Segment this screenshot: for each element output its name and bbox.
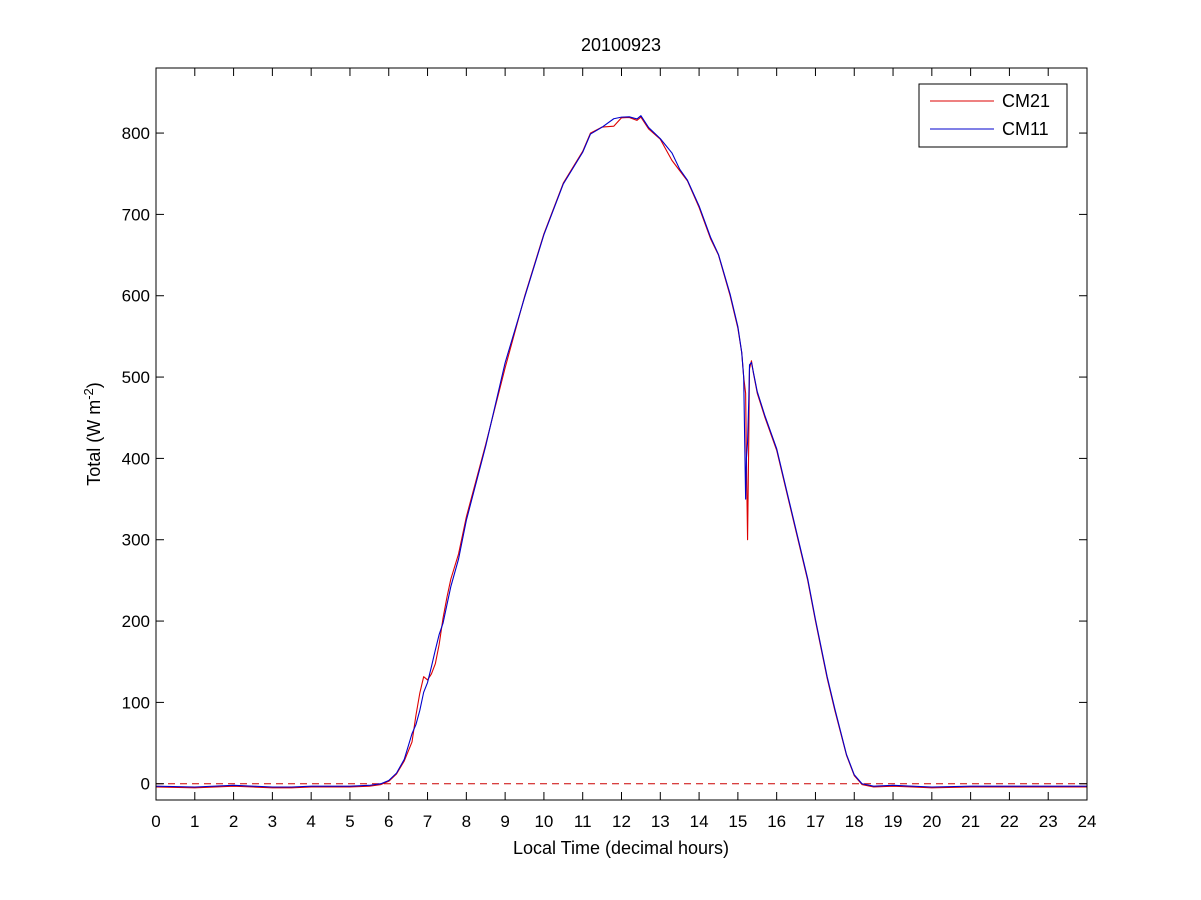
y-axis-label-main: Total (W m [84, 400, 104, 486]
legend-label-cm21: CM21 [1002, 91, 1050, 111]
x-tick-label-6: 6 [384, 812, 393, 831]
x-tick-label-8: 8 [462, 812, 471, 831]
chart-title: 20100923 [581, 35, 661, 55]
x-tick-label-3: 3 [268, 812, 277, 831]
x-tick-label-18: 18 [845, 812, 864, 831]
x-tick-label-11: 11 [574, 812, 592, 831]
y-axis-label: Total (W m-2) [81, 382, 104, 486]
x-axis-label: Local Time (decimal hours) [513, 838, 729, 858]
y-axis-label-superscript: -2 [81, 388, 96, 400]
y-tick-label-500: 500 [122, 368, 150, 387]
x-tick-label-2: 2 [229, 812, 238, 831]
legend-label-cm11: CM11 [1002, 119, 1049, 139]
x-tick-label-9: 9 [500, 812, 509, 831]
x-tick-label-12: 12 [612, 812, 631, 831]
x-tick-label-16: 16 [767, 812, 786, 831]
x-tick-label-5: 5 [345, 812, 354, 831]
plot-area [156, 68, 1087, 800]
x-tick-label-13: 13 [651, 812, 670, 831]
y-axis-ticks: 0 100 200 300 400 500 600 700 800 [122, 124, 1087, 794]
series-line-cm11 [155, 115, 1087, 788]
series-layer [155, 115, 1087, 789]
y-tick-label-800: 800 [122, 124, 150, 143]
y-tick-label-0: 0 [141, 775, 150, 794]
y-tick-label-400: 400 [122, 449, 150, 468]
x-tick-label-23: 23 [1039, 812, 1058, 831]
y-tick-label-300: 300 [122, 531, 150, 550]
legend-box [918, 83, 1068, 148]
y-tick-label-200: 200 [122, 612, 150, 631]
x-tick-label-19: 19 [884, 812, 903, 831]
y-tick-label-600: 600 [122, 287, 150, 306]
x-tick-label-17: 17 [806, 812, 825, 831]
y-tick-label-100: 100 [122, 693, 150, 712]
x-tick-label-22: 22 [1000, 812, 1019, 831]
x-tick-label-1: 1 [190, 812, 199, 831]
x-tick-label-21: 21 [961, 812, 980, 831]
x-axis-ticks: 0 1 2 3 4 5 6 7 8 9 10 11 12 13 14 15 16 17 18 19 20 21 22 23 24 [151, 68, 1096, 831]
x-tick-label-14: 14 [690, 812, 709, 831]
x-tick-label-24: 24 [1078, 812, 1097, 831]
x-tick-label-0: 0 [151, 812, 160, 831]
y-tick-label-700: 700 [122, 205, 150, 224]
y-axis-label-close: ) [84, 382, 104, 388]
x-tick-label-15: 15 [728, 812, 747, 831]
x-tick-label-4: 4 [306, 812, 315, 831]
x-tick-label-20: 20 [922, 812, 941, 831]
legend: CM21 CM11 [918, 83, 1068, 148]
x-tick-label-7: 7 [423, 812, 432, 831]
x-tick-label-10: 10 [534, 812, 553, 831]
